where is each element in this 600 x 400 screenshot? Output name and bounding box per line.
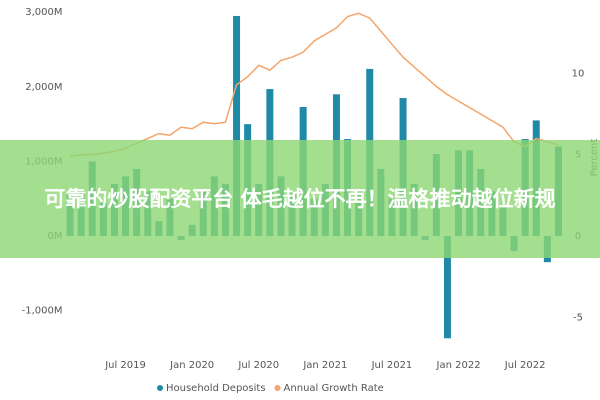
y2-tick-label: -5 (573, 312, 583, 323)
x-tick-label: Jan 2021 (302, 360, 347, 371)
y-tick-label: 2,000M (25, 82, 62, 93)
legend-label: Annual Growth Rate (284, 383, 384, 394)
banner: 可靠的炒股配资平台 体毛越位不再！温格推动越位新规 (0, 140, 600, 258)
legend-label: Household Deposits (166, 383, 266, 394)
x-tick-label: Jan 2020 (169, 360, 214, 371)
y-tick-label: -1,000M (22, 306, 63, 317)
x-tick-label: Jul 2019 (104, 360, 146, 371)
x-tick-label: Jul 2021 (371, 360, 413, 371)
line (69, 12, 559, 158)
bar (443, 236, 451, 339)
x-tick-label: Jul 2022 (504, 360, 546, 371)
bar (233, 15, 241, 237)
banner-text: 可靠的炒股配资平台 体毛越位不再！温格推动越位新规 (44, 187, 556, 211)
x-tick-label: Jul 2020 (237, 360, 279, 371)
x-tick-label: Jan 2022 (436, 360, 481, 371)
legend-marker (157, 385, 163, 391)
y-tick-label: 3,000M (25, 7, 62, 18)
legend-marker (274, 385, 281, 391)
y2-tick-label: 10 (572, 68, 585, 79)
